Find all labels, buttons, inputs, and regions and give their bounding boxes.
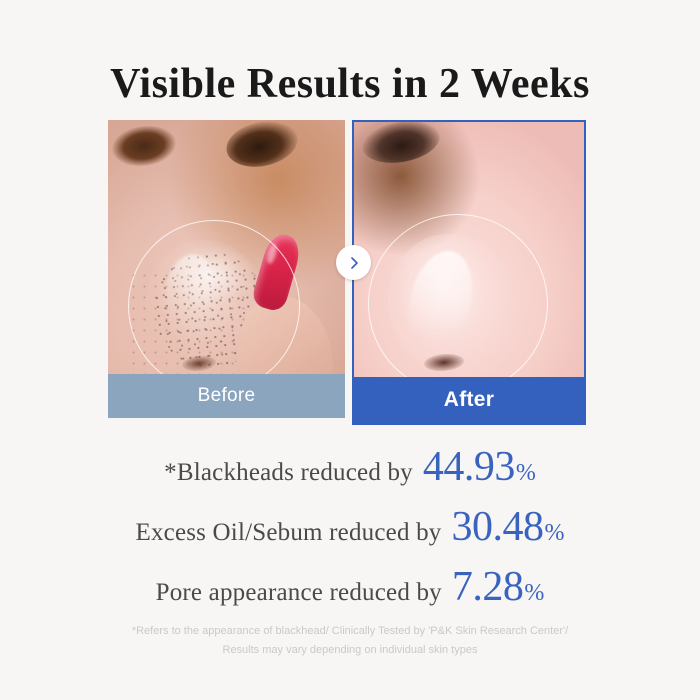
stat-unit: % xyxy=(544,520,565,546)
stat-unit: % xyxy=(515,460,536,486)
stats-list: *Blackheads reduced by 44.93 % Excess Oi… xyxy=(0,443,700,611)
stat-unit: % xyxy=(524,580,545,606)
stat-value: 7.28 xyxy=(451,564,524,610)
stat-label: Excess Oil/Sebum reduced by xyxy=(135,519,442,546)
disclaimer-line-1: *Refers to the appearance of blackhead/ … xyxy=(131,625,569,637)
before-label-bar: Before xyxy=(108,374,345,418)
stat-row: Excess Oil/Sebum reduced by 30.48 % xyxy=(0,503,700,551)
stat-value: 30.48 xyxy=(451,504,545,550)
disclaimer-line-2: Results may vary depending on individual… xyxy=(222,644,478,656)
before-label: Before xyxy=(197,385,256,406)
page-title: Visible Results in 2 Weeks xyxy=(110,61,590,107)
after-panel: After xyxy=(352,120,586,425)
disclaimer: *Refers to the appearance of blackhead/ … xyxy=(0,622,700,660)
stat-row: Pore appearance reduced by 7.28 % xyxy=(0,563,700,611)
before-panel: Before xyxy=(108,120,345,418)
stat-row: *Blackheads reduced by 44.93 % xyxy=(0,443,700,491)
stat-value: 44.93 xyxy=(422,444,516,490)
stat-label: Pore appearance reduced by xyxy=(155,579,442,606)
after-label: After xyxy=(443,388,495,411)
before-after-comparison: Before After xyxy=(108,120,586,425)
chevron-right-icon xyxy=(336,245,371,280)
after-label-bar: After xyxy=(354,377,584,423)
stat-label: *Blackheads reduced by xyxy=(164,459,413,486)
